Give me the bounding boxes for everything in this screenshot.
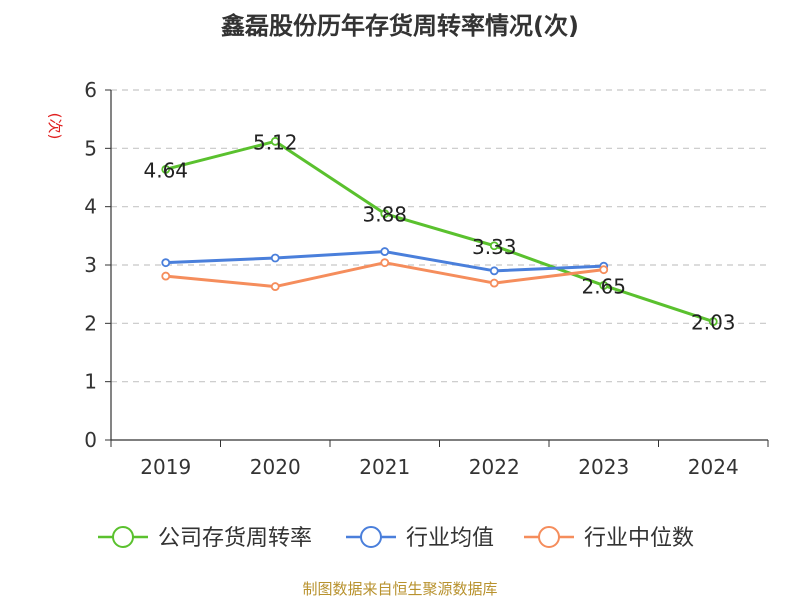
y-tick-label: 5: [84, 136, 97, 160]
legend-marker-icon: [360, 526, 382, 548]
data-point: [708, 317, 718, 326]
data-label: 2.03: [691, 311, 736, 335]
legend-item-1[interactable]: 行业均值: [346, 526, 494, 551]
legend-label: 行业中位数: [584, 526, 694, 551]
x-tick-label: 2021: [359, 455, 410, 479]
grid-lines: [111, 89, 768, 383]
data-point: [270, 136, 280, 146]
data-label: 3.33: [472, 235, 517, 259]
x-tick-label: 2019: [140, 455, 191, 479]
data-label: 3.88: [362, 203, 407, 227]
legend-label: 公司存货周转率: [158, 526, 312, 551]
data-point: [270, 253, 280, 263]
data-point: [599, 265, 609, 275]
y-tick-label: 0: [84, 428, 97, 452]
x-tick-label: 2022: [469, 455, 520, 479]
x-tick-label: 2024: [688, 455, 739, 479]
x-tick-label: 2023: [578, 455, 629, 479]
series-lines: [161, 136, 718, 326]
y-tick-label: 1: [84, 370, 97, 394]
data-point: [270, 282, 280, 291]
legend-item-0[interactable]: 公司存货周转率: [98, 526, 312, 551]
chart-title: 鑫磊股份历年存货周转率情况(次): [221, 12, 579, 40]
y-axis-label: (次): [46, 113, 64, 140]
data-point: [489, 278, 499, 288]
x-tick-label: 2020: [250, 455, 301, 479]
y-tick-label: 3: [84, 253, 97, 277]
series-line-0: [165, 139, 714, 324]
data-point: [380, 209, 390, 219]
source-note: 制图数据来自恒生聚源数据库: [302, 580, 498, 598]
data-label: 4.64: [143, 158, 188, 182]
axes: 0 1 2 3 4 5 6 (次) 2019 2020 2021 2022 2023 2024: [46, 78, 769, 479]
legend[interactable]: 公司存货周转率 行业均值 行业中位数: [98, 526, 694, 551]
data-point: [161, 271, 171, 281]
y-tick-label: 6: [84, 78, 97, 102]
data-label: 5.12: [253, 130, 298, 154]
data-label: 2.65: [581, 274, 626, 298]
legend-item-2[interactable]: 行业中位数: [524, 526, 694, 551]
data-point: [380, 258, 390, 268]
data-point: [161, 164, 171, 174]
data-point: [161, 258, 171, 268]
data-point: [599, 281, 609, 290]
legend-marker-icon: [112, 526, 134, 548]
legend-label: 行业均值: [406, 526, 494, 551]
data-point: [489, 266, 499, 276]
data-point: [489, 241, 499, 251]
data-point: [380, 247, 390, 256]
legend-marker-icon: [538, 526, 560, 548]
y-tick-label: 4: [84, 195, 97, 219]
y-tick-label: 2: [84, 311, 97, 335]
data-labels: 4.64 5.12 3.88 3.33 2.65 2.03: [143, 130, 735, 334]
